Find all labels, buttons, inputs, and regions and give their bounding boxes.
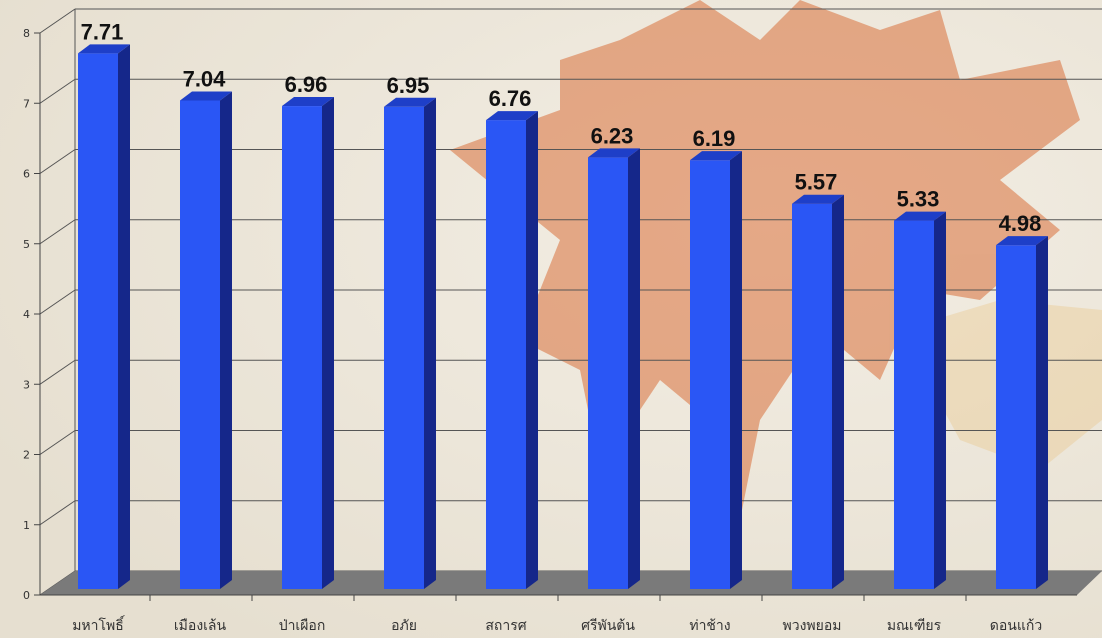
bar: [282, 97, 334, 589]
bar-front: [486, 120, 526, 590]
gridline-diagonal: [39, 8, 76, 34]
y-tick-label: 4: [23, 308, 30, 321]
gridline-diagonal: [39, 219, 76, 245]
y-tick-label: 5: [23, 238, 30, 251]
value-label: 6.76: [489, 86, 532, 111]
bar: [996, 236, 1048, 589]
bar: [792, 194, 844, 589]
value-label: 7.04: [183, 66, 227, 91]
gridline-diagonal: [39, 430, 76, 455]
bar: [690, 151, 742, 589]
y-tick-label: 7: [23, 97, 30, 110]
bar-side: [526, 111, 538, 590]
bar: [384, 97, 436, 589]
y-tick-label: 1: [23, 519, 30, 532]
bar-front: [180, 100, 220, 589]
bar-top: [792, 194, 844, 204]
bar-front: [282, 106, 322, 589]
value-label: 7.71: [81, 19, 124, 44]
bar-top: [894, 211, 946, 221]
y-tick-label: 0: [23, 589, 30, 602]
bar-front: [894, 220, 934, 589]
bar-side: [424, 97, 436, 589]
category-label: ดอนแก้ว: [990, 618, 1042, 634]
category-label: มณเฑียร: [887, 618, 942, 634]
bar-top: [486, 111, 538, 121]
bar-top: [690, 151, 742, 161]
value-label: 6.19: [693, 126, 736, 151]
bar: [180, 91, 232, 589]
bar-front: [78, 53, 118, 590]
bar: [588, 148, 640, 589]
y-tick-label: 6: [23, 168, 30, 181]
y-tick-label: 8: [23, 27, 30, 40]
bar-front: [792, 203, 832, 589]
bar-side: [1036, 236, 1048, 589]
category-label: พวงพยอม: [783, 618, 842, 634]
bar-top: [384, 97, 436, 107]
y-tick-label: 2: [23, 449, 30, 462]
gridline-diagonal: [39, 149, 76, 174]
bar-front: [690, 160, 730, 589]
gridline-diagonal: [39, 78, 76, 104]
bars: [78, 44, 1048, 590]
value-labels: 7.71 7.04 6.96 6.95 6.76 6.23 6.19 5.57 5.33 4.98: [81, 19, 1042, 236]
category-label: มหาโพธิ์: [72, 615, 125, 634]
bar-front: [384, 106, 424, 589]
bar-top: [180, 91, 232, 101]
y-axis: 0 1 2 3 4 5 6 7 8: [23, 27, 1077, 602]
bar-side: [934, 211, 946, 589]
value-label: 6.95: [387, 73, 430, 98]
bar-top: [282, 97, 334, 107]
value-label: 4.98: [999, 211, 1042, 236]
category-labels: มหาโพธิ์ เมืองเล้น ป่าเผือก อภัย สถารศ ศรีพัน…: [72, 595, 1042, 634]
value-label: 5.57: [795, 170, 838, 195]
gridline-diagonal: [39, 500, 76, 526]
value-label: 6.96: [285, 72, 328, 97]
bar-side: [322, 97, 334, 589]
bar: [894, 211, 946, 589]
y-tick-label: 3: [23, 378, 30, 391]
category-label: อภัย: [391, 618, 417, 634]
category-label: สถารศ: [485, 618, 526, 634]
category-label: ศรีพันต้น: [581, 618, 635, 634]
bar-top: [78, 44, 130, 54]
bar-side: [628, 148, 640, 589]
bar-top: [588, 148, 640, 158]
bar-side: [730, 151, 742, 589]
category-label: ท่าช้าง: [689, 618, 730, 634]
gridline-diagonal: [39, 359, 76, 385]
bar-side: [220, 91, 232, 589]
value-label: 5.33: [897, 187, 940, 212]
bar-side: [118, 44, 130, 590]
bar: [78, 44, 130, 590]
value-label: 6.23: [591, 123, 634, 148]
category-label: ป่าเผือก: [279, 618, 326, 634]
bar-side: [832, 194, 844, 589]
bar-front: [588, 157, 628, 589]
gridline-diagonal: [39, 289, 76, 315]
bar: [486, 111, 538, 590]
bar-front: [996, 245, 1036, 589]
bar-top: [996, 236, 1048, 246]
category-label: เมืองเล้น: [174, 618, 227, 634]
